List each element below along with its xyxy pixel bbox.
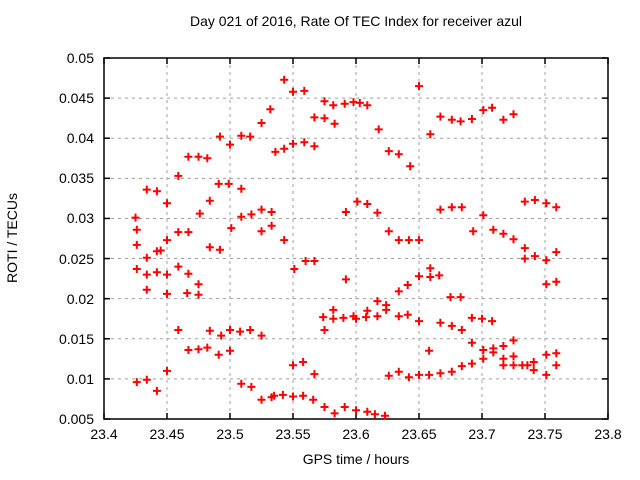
y-tick-label: 0.025 xyxy=(58,250,94,267)
y-tick-label: 0.015 xyxy=(58,330,94,347)
y-tick-label: 0.05 xyxy=(66,50,94,66)
plot-border xyxy=(103,57,609,420)
y-tick-label: 0.035 xyxy=(58,170,94,187)
y-tick-label: 0.03 xyxy=(66,210,94,227)
x-tick-label: 23.4 xyxy=(90,426,118,442)
x-tick-label: 23.55 xyxy=(275,426,311,442)
y-tick-label: 0.02 xyxy=(66,290,94,307)
y-tick-label: 0.04 xyxy=(66,130,94,147)
x-tick-label: 23.5 xyxy=(216,426,244,442)
x-tick-label: 23.8 xyxy=(594,426,622,442)
x-tick-label: 23.6 xyxy=(342,426,370,442)
x-axis-title: GPS time / hours xyxy=(302,451,410,467)
x-tick-label: 23.45 xyxy=(149,426,185,442)
y-tick-label: 0.045 xyxy=(58,90,94,107)
chart-title: Day 021 of 2016, Rate Of TEC Index for r… xyxy=(189,13,523,29)
x-tick-label: 23.75 xyxy=(527,426,563,442)
x-tick-label: 23.65 xyxy=(401,426,437,442)
y-axis-title: ROTI / TECUs xyxy=(4,193,20,283)
y-tick-label: 0.01 xyxy=(66,370,94,387)
scatter-points-roti xyxy=(131,75,561,420)
x-tick-label: 23.7 xyxy=(468,426,496,442)
y-tick-label: 0.005 xyxy=(58,411,94,427)
